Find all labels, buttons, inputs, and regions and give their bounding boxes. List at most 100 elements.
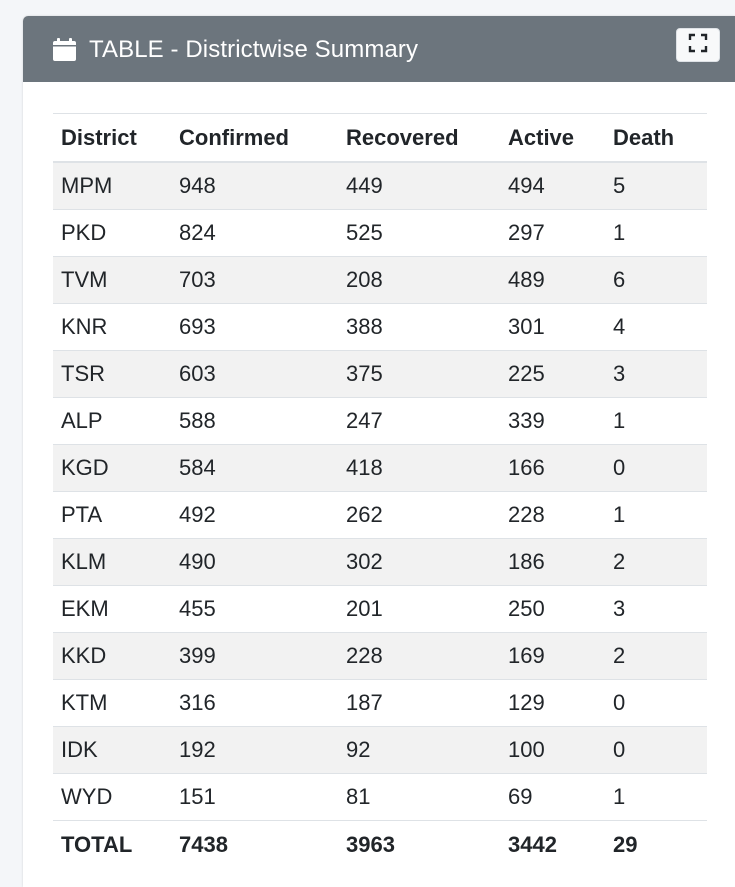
total-row: TOTAL 7438 3963 3442 29 [53,820,707,869]
cell-recovered: 247 [338,397,500,445]
cell-confirmed: 703 [171,256,338,304]
cell-active: 250 [500,585,605,633]
cell-confirmed: 824 [171,209,338,257]
column-header-confirmed[interactable]: Confirmed [171,113,338,163]
calendar-icon [53,38,76,61]
cell-district: KLM [53,538,171,586]
cell-death: 3 [605,585,707,633]
cell-district: WYD [53,773,171,821]
cell-district: KTM [53,679,171,727]
cell-death: 0 [605,679,707,727]
cell-death: 5 [605,161,707,210]
cell-recovered: 449 [338,161,500,210]
cell-active: 297 [500,209,605,257]
cell-death: 1 [605,491,707,539]
table-row: IDK 192 92 100 0 [53,726,707,774]
total-recovered: 3963 [338,820,500,869]
cell-death: 1 [605,209,707,257]
cell-district: ALP [53,397,171,445]
cell-confirmed: 584 [171,444,338,492]
cell-recovered: 388 [338,303,500,351]
cell-recovered: 92 [338,726,500,774]
cell-district: EKM [53,585,171,633]
cell-active: 489 [500,256,605,304]
cell-district: PTA [53,491,171,539]
table-row: WYD 151 81 69 1 [53,773,707,821]
cell-death: 2 [605,632,707,680]
district-summary-table: District Confirmed Recovered Active Deat… [53,113,707,869]
table-row: KGD 584 418 166 0 [53,444,707,492]
cell-confirmed: 492 [171,491,338,539]
table-row: ALP 588 247 339 1 [53,397,707,445]
cell-active: 169 [500,632,605,680]
cell-confirmed: 948 [171,161,338,210]
cell-confirmed: 192 [171,726,338,774]
table-row: KKD 399 228 169 2 [53,632,707,680]
cell-recovered: 302 [338,538,500,586]
cell-active: 301 [500,303,605,351]
table-row: TVM 703 208 489 6 [53,256,707,304]
cell-district: MPM [53,161,171,210]
cell-recovered: 262 [338,491,500,539]
cell-confirmed: 455 [171,585,338,633]
cell-death: 0 [605,726,707,774]
column-header-active[interactable]: Active [500,113,605,163]
column-header-recovered[interactable]: Recovered [338,113,500,163]
cell-active: 228 [500,491,605,539]
cell-district: TVM [53,256,171,304]
cell-district: KNR [53,303,171,351]
cell-recovered: 525 [338,209,500,257]
table-row: TSR 603 375 225 3 [53,350,707,398]
cell-death: 3 [605,350,707,398]
cell-confirmed: 151 [171,773,338,821]
table-body: MPM 948 449 494 5 PKD 824 525 297 1 TVM 703 208 489 6 K… [53,161,707,821]
cell-active: 166 [500,444,605,492]
cell-recovered: 418 [338,444,500,492]
total-confirmed: 7438 [171,820,338,869]
column-header-death[interactable]: Death [605,113,707,163]
column-header-district[interactable]: District [53,113,171,163]
cell-recovered: 208 [338,256,500,304]
total-label: TOTAL [53,820,171,869]
cell-recovered: 81 [338,773,500,821]
table-row: KTM 316 187 129 0 [53,679,707,727]
expand-icon [688,33,708,58]
cell-death: 0 [605,444,707,492]
table-row: PTA 492 262 228 1 [53,491,707,539]
cell-active: 186 [500,538,605,586]
card-title: TABLE - Districtwise Summary [89,36,419,63]
cell-district: KGD [53,444,171,492]
cell-district: PKD [53,209,171,257]
cell-active: 100 [500,726,605,774]
card-header: TABLE - Districtwise Summary [23,16,735,82]
cell-recovered: 375 [338,350,500,398]
districtwise-summary-card: TABLE - Districtwise Summary District Co… [23,16,735,887]
cell-confirmed: 490 [171,538,338,586]
cell-death: 1 [605,397,707,445]
cell-district: IDK [53,726,171,774]
cell-death: 4 [605,303,707,351]
cell-recovered: 187 [338,679,500,727]
table-row: MPM 948 449 494 5 [53,161,707,210]
cell-active: 225 [500,350,605,398]
cell-recovered: 228 [338,632,500,680]
cell-active: 339 [500,397,605,445]
cell-active: 494 [500,161,605,210]
cell-active: 129 [500,679,605,727]
cell-active: 69 [500,773,605,821]
card-body: District Confirmed Recovered Active Deat… [53,113,707,869]
cell-district: KKD [53,632,171,680]
cell-district: TSR [53,350,171,398]
cell-confirmed: 588 [171,397,338,445]
table-row: PKD 824 525 297 1 [53,209,707,257]
total-active: 3442 [500,820,605,869]
table-row: EKM 455 201 250 3 [53,585,707,633]
cell-death: 2 [605,538,707,586]
cell-death: 1 [605,773,707,821]
cell-confirmed: 603 [171,350,338,398]
cell-death: 6 [605,256,707,304]
total-death: 29 [605,820,707,869]
table-row: KLM 490 302 186 2 [53,538,707,586]
fullscreen-button[interactable] [676,28,720,62]
table-row: KNR 693 388 301 4 [53,303,707,351]
